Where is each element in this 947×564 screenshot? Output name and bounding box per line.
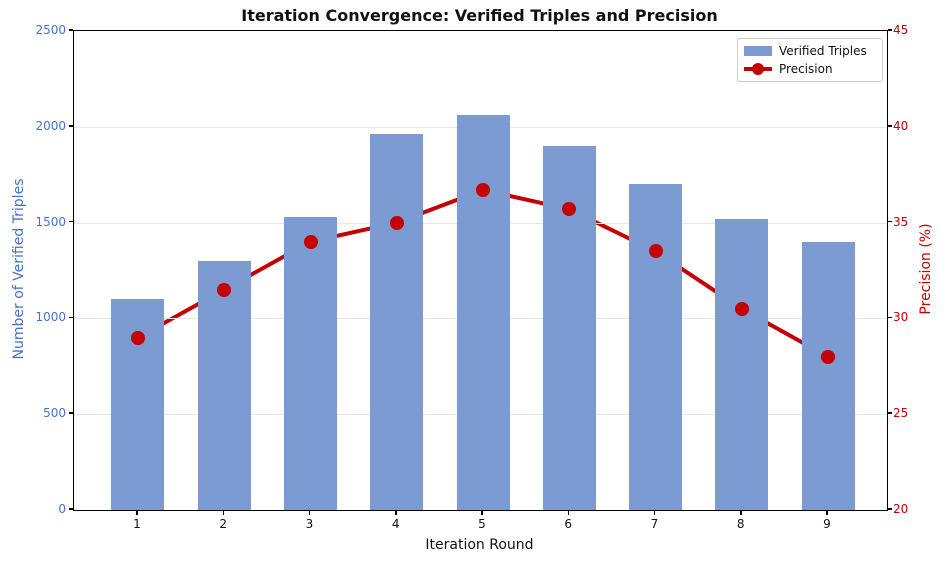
x-tick-3 [308, 510, 311, 515]
bar-iteration-6 [542, 145, 596, 510]
legend-item-verified-triples: Verified Triples [744, 42, 876, 60]
y-tick-left-1000 [69, 316, 73, 319]
plot-area [73, 30, 888, 511]
line-swatch-icon [744, 63, 772, 75]
legend: Verified Triples Precision [737, 38, 883, 82]
bar-iteration-4 [370, 134, 424, 510]
y-tick-right-40 [887, 125, 892, 127]
chart-title: Iteration Convergence: Verified Triples … [241, 6, 718, 25]
bar-iteration-8 [715, 218, 769, 510]
y-tick-label-left-0: 0 [58, 502, 66, 516]
bar-iteration-3 [283, 216, 337, 510]
x-tick-label-8: 8 [736, 517, 745, 531]
bar-iteration-5 [456, 115, 510, 510]
x-tick-label-4: 4 [391, 517, 400, 531]
x-tick-label-9: 9 [823, 517, 831, 531]
precision-marker-iteration-2 [217, 282, 232, 297]
bar-iteration-9 [801, 241, 855, 510]
y-tick-label-right-20: 20 [893, 502, 909, 516]
x-tick-label-5: 5 [478, 517, 486, 531]
precision-marker-iteration-3 [303, 234, 318, 249]
y-tick-left-500 [69, 412, 73, 414]
legend-item-precision: Precision [744, 60, 876, 78]
line-marker-icon [752, 63, 764, 75]
x-tick-label-3: 3 [305, 517, 314, 531]
x-axis-label: Iteration Round [425, 537, 534, 553]
y-tick-label-left-1500: 1500 [35, 214, 66, 229]
precision-marker-iteration-5 [476, 183, 490, 198]
y-tick-right-35 [887, 220, 892, 223]
y-tick-right-45 [887, 29, 892, 31]
bar-swatch-icon [744, 46, 772, 56]
x-tick-label-1: 1 [133, 517, 141, 531]
x-tick-label-6: 6 [564, 517, 573, 531]
y-tick-left-0 [69, 508, 73, 510]
y-tick-label-left-2500: 2500 [35, 23, 66, 37]
y-tick-label-left-500: 500 [43, 406, 66, 421]
x-tick-4 [395, 510, 397, 515]
legend-label-verified-triples: Verified Triples [779, 44, 867, 58]
y-tick-label-left-2000: 2000 [35, 118, 66, 133]
y-tick-left-2000 [69, 125, 73, 127]
y-tick-label-right-35: 35 [893, 214, 909, 229]
x-tick-6 [567, 510, 569, 515]
x-tick-2 [222, 510, 224, 515]
precision-marker-iteration-1 [130, 330, 145, 345]
x-tick-7 [653, 510, 656, 515]
y-tick-right-20 [887, 508, 892, 510]
legend-label-precision: Precision [779, 62, 833, 76]
precision-marker-iteration-8 [734, 301, 749, 316]
y-tick-right-30 [887, 316, 892, 319]
y-tick-label-left-1000: 1000 [35, 310, 66, 325]
y-tick-label-right-30: 30 [893, 310, 909, 325]
bar-iteration-2 [197, 260, 251, 510]
x-tick-1 [136, 510, 138, 515]
y-tick-label-right-40: 40 [893, 118, 909, 133]
y-tick-left-2500 [69, 29, 73, 31]
precision-marker-iteration-7 [648, 244, 663, 259]
precision-marker-iteration-9 [821, 349, 835, 364]
bar-iteration-7 [629, 184, 682, 510]
precision-marker-iteration-4 [389, 215, 404, 230]
x-tick-label-7: 7 [650, 517, 659, 531]
y-tick-label-right-45: 45 [893, 23, 909, 37]
x-tick-5 [481, 510, 483, 515]
x-tick-9 [826, 510, 828, 515]
y-tick-label-right-25: 25 [893, 406, 909, 421]
y-axis-label-left: Number of Verified Triples [11, 178, 27, 360]
y-axis-label-right: Precision (%) [918, 223, 934, 315]
x-tick-label-2: 2 [219, 517, 228, 531]
precision-marker-iteration-6 [562, 202, 577, 217]
y-tick-right-25 [887, 412, 892, 414]
x-tick-8 [740, 510, 742, 515]
y-tick-left-1500 [69, 220, 73, 223]
